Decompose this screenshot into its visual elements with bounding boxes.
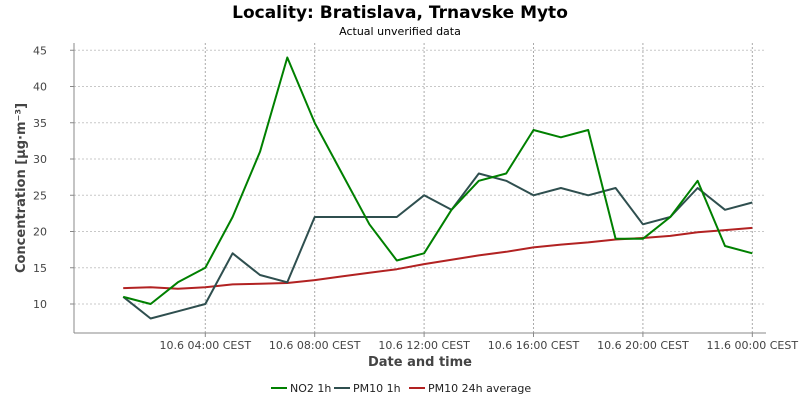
x-ticks: 10.6 04:00 CEST 10.6 08:00 CEST 10.6 12:00… [160, 333, 799, 352]
x-tick-label: 11.6 00:00 CEST [707, 339, 799, 352]
x-tick-label: 10.6 16:00 CEST [488, 339, 580, 352]
chart-title: Locality: Bratislava, Trnavske Myto [232, 3, 568, 23]
series-line-pm10-24h-average [123, 226, 753, 290]
y-tick-label: 15 [33, 262, 47, 275]
y-tick-label: 10 [33, 298, 47, 311]
legend-label: PM10 1h [353, 382, 401, 395]
legend-label: NO2 1h [290, 382, 331, 395]
grid [74, 43, 766, 333]
y-tick-label: 40 [33, 81, 47, 94]
legend: NO2 1h PM10 1h PM10 24h average [271, 382, 531, 395]
x-tick-label: 10.6 20:00 CEST [597, 339, 689, 352]
chart-subtitle: Actual unverified data [339, 25, 461, 38]
y-axis-label: Concentration [µg·m⁻³] [14, 103, 29, 273]
y-tick-label: 30 [33, 153, 47, 166]
legend-label: PM10 24h average [428, 382, 531, 395]
x-axis-label: Date and time [368, 355, 472, 370]
y-tick-label: 25 [33, 189, 47, 202]
series-line-no2-1h [122, 56, 753, 305]
series-line-pm10-1h [122, 172, 753, 320]
x-tick-label: 10.6 12:00 CEST [378, 339, 470, 352]
x-tick-label: 10.6 04:00 CEST [160, 339, 252, 352]
y-tick-label: 45 [33, 44, 47, 57]
x-tick-label: 10.6 08:00 CEST [269, 339, 361, 352]
y-ticks: 10 15 20 25 30 35 40 45 [33, 44, 74, 311]
y-tick-label: 20 [33, 226, 47, 239]
series-layer [122, 56, 753, 320]
y-tick-label: 35 [33, 117, 47, 130]
plot-background [74, 43, 766, 333]
